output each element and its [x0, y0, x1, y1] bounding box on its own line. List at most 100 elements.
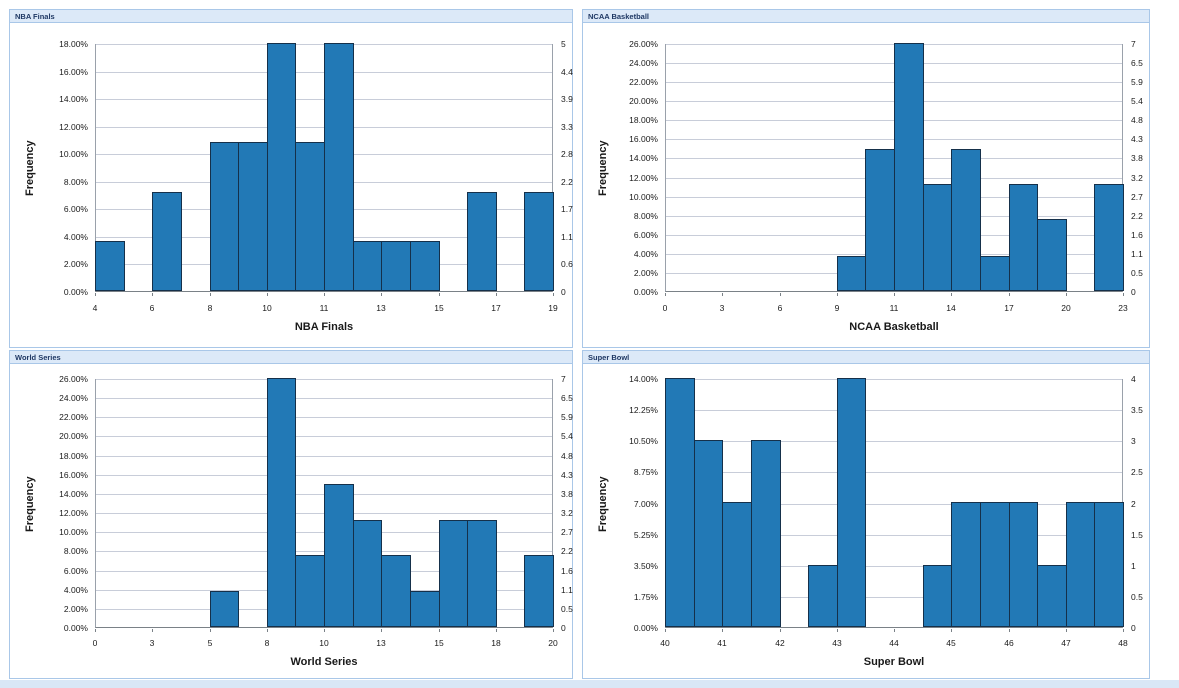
histogram-bar[interactable]	[665, 378, 695, 627]
right-axis-label: 7	[561, 374, 566, 384]
histogram-bar[interactable]	[324, 43, 354, 291]
histogram-bar[interactable]	[439, 520, 468, 627]
right-axis-label: 3.5	[1131, 405, 1143, 416]
histogram-bar[interactable]	[238, 142, 268, 291]
histogram-world-series[interactable]: Frequency 26.00% 24.00% 22.00% 20.00% 18.00% 1…	[10, 364, 573, 678]
x-axis-label: 0	[662, 303, 668, 313]
histogram-bar[interactable]	[152, 192, 182, 291]
right-axis-label: 3	[1131, 436, 1136, 447]
gridline	[666, 410, 1122, 411]
histogram-bar[interactable]	[837, 378, 866, 627]
plot-area[interactable]	[95, 378, 554, 628]
x-axis-tick	[152, 629, 153, 632]
right-axis-label: 3.8	[1131, 153, 1143, 164]
y-axis-label: 3.50%	[633, 560, 658, 571]
histogram-bar[interactable]	[837, 256, 866, 291]
right-axis-label: 0	[1131, 623, 1136, 633]
histogram-bar[interactable]	[722, 502, 752, 627]
x-axis-title: World Series	[290, 656, 358, 668]
gridline	[96, 379, 552, 380]
histogram-bar[interactable]	[524, 192, 554, 291]
plot-area[interactable]	[665, 43, 1124, 292]
histogram-bar[interactable]	[894, 43, 924, 291]
histogram-super-bowl[interactable]: Frequency 14.00% 12.25% 10.50% 8.75% 7.00% 5.2…	[583, 364, 1149, 678]
x-axis-tick	[1009, 629, 1010, 632]
histogram-bar[interactable]	[353, 241, 382, 291]
histogram-bar[interactable]	[324, 484, 354, 627]
histogram-bar[interactable]	[267, 43, 296, 291]
plot-area[interactable]	[665, 378, 1124, 628]
panel-title: NCAA Basketball	[588, 11, 649, 21]
histogram-bar[interactable]	[923, 565, 952, 627]
y-axis-label: 16.00%	[629, 134, 658, 145]
histogram-bar[interactable]	[865, 149, 895, 291]
right-axis-label: 6.5	[1131, 58, 1143, 69]
x-axis-title: NCAA Basketball	[849, 321, 939, 333]
histogram-bar[interactable]	[467, 192, 497, 291]
histogram-bar[interactable]	[751, 440, 781, 627]
right-axis-label: 2.7	[1131, 191, 1143, 202]
right-axis-label: 0	[1131, 287, 1136, 297]
right-axis-label: 5	[561, 39, 566, 49]
histogram-bar[interactable]	[980, 502, 1010, 627]
panel-title-bar[interactable]: Super Bowl	[583, 351, 1149, 364]
right-axis-label: 2.2	[1131, 210, 1143, 221]
gridline	[96, 456, 552, 457]
x-axis-label: 42	[775, 638, 785, 648]
histogram-ncaa-basketball[interactable]: Frequency 26.00% 24.00% 22.00% 20.00% 18.00% 1…	[583, 23, 1149, 347]
right-axis-label: 4	[1131, 374, 1136, 384]
histogram-bar[interactable]	[980, 256, 1010, 291]
panel-title-bar[interactable]: World Series	[10, 351, 572, 364]
histogram-bar[interactable]	[210, 142, 239, 291]
histogram-bar[interactable]	[923, 184, 952, 291]
histogram-bar[interactable]	[1009, 502, 1038, 627]
gridline	[666, 472, 1122, 473]
x-axis-label: 10	[262, 303, 272, 313]
histogram-bar[interactable]	[808, 565, 838, 627]
x-axis-label: 9	[834, 303, 840, 313]
histogram-bar[interactable]	[1009, 184, 1038, 291]
y-axis-label: 12.00%	[59, 508, 88, 519]
right-axis-label: 3.8	[561, 488, 573, 499]
panel-title-bar[interactable]: NCAA Basketball	[583, 10, 1149, 23]
right-axis-label: 1.6	[561, 565, 573, 576]
histogram-bar[interactable]	[210, 591, 239, 627]
x-axis-label: 20	[1061, 303, 1071, 313]
histogram-bar[interactable]	[410, 591, 440, 627]
histogram-bar[interactable]	[951, 502, 981, 627]
panel-title-bar[interactable]: NBA Finals	[10, 10, 572, 23]
histogram-nba-finals[interactable]: Frequency 18.00% 16.00% 14.00% 12.00% 10.00% 8…	[10, 23, 573, 347]
histogram-bar[interactable]	[1037, 565, 1067, 627]
histogram-bar[interactable]	[295, 555, 325, 627]
histogram-bar[interactable]	[95, 241, 125, 291]
right-axis-label: 1.1	[1131, 248, 1143, 259]
right-axis-label: 5.4	[561, 431, 573, 442]
histogram-bar[interactable]	[1094, 184, 1124, 291]
histogram-bar[interactable]	[353, 520, 382, 627]
right-axis-label: 1.1	[561, 231, 573, 242]
histogram-bar[interactable]	[694, 440, 723, 627]
x-axis-label: 13	[376, 638, 386, 648]
histogram-bar[interactable]	[524, 555, 554, 627]
x-axis-tick	[439, 293, 440, 296]
y-axis-label: 14.00%	[59, 488, 88, 499]
histogram-bar[interactable]	[381, 555, 411, 627]
histogram-bar[interactable]	[951, 149, 981, 291]
gridline	[666, 441, 1122, 442]
right-axis-label: 1	[1131, 560, 1136, 571]
histogram-bar[interactable]	[467, 520, 497, 627]
histogram-bar[interactable]	[295, 142, 325, 291]
histogram-bar[interactable]	[1094, 502, 1124, 627]
histogram-bar[interactable]	[267, 378, 296, 627]
x-axis-tick	[152, 293, 153, 296]
y-axis-label: 10.00%	[59, 149, 88, 160]
histogram-bar[interactable]	[410, 241, 440, 291]
histogram-bar[interactable]	[381, 241, 411, 291]
right-axis-label: 3.9	[561, 94, 573, 105]
plot-area[interactable]	[95, 43, 554, 292]
histogram-bar[interactable]	[1037, 219, 1067, 291]
histogram-bar[interactable]	[1066, 502, 1095, 627]
y-axis-label: 6.00%	[63, 204, 88, 215]
y-axis-label: 12.00%	[59, 121, 88, 132]
right-axis-label: 0.6	[561, 259, 573, 270]
